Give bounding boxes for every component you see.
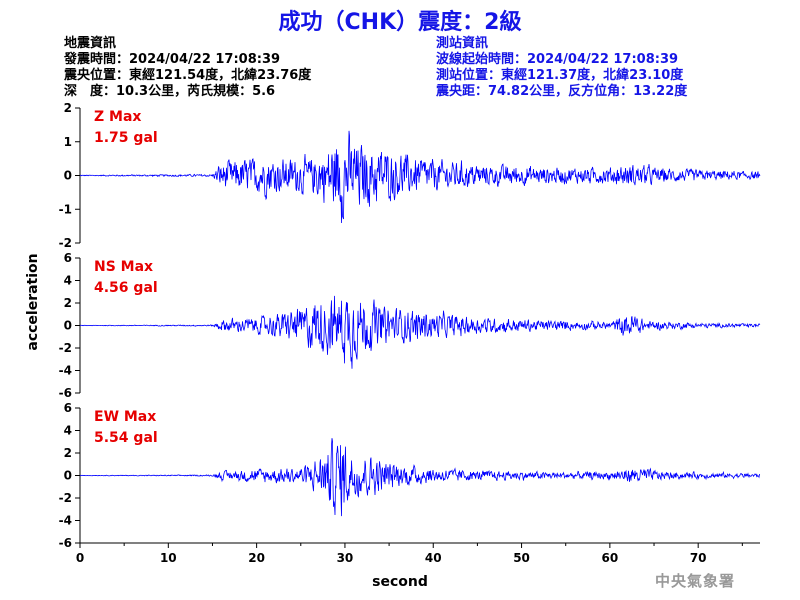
y-tick-label: 4: [64, 424, 72, 438]
station-info-heading: 測站資訊: [436, 36, 489, 51]
depth-magnitude: 深 度：10.3公里，芮氏規模：5.6: [64, 84, 276, 99]
x-axis-label: second: [372, 574, 428, 590]
y-tick-label: -2: [59, 491, 72, 505]
panel-max-value: 4.56 gal: [94, 280, 158, 296]
x-tick-label: 10: [160, 551, 177, 565]
panel-max-name: EW Max: [94, 409, 156, 425]
panel-z: -2 -1 0 1 2 Z Max 1.75 gal: [59, 101, 761, 250]
y-tick-label: -2: [59, 341, 72, 355]
y-tick-label: 2: [64, 446, 72, 460]
y-axis-label: acceleration: [25, 253, 41, 350]
y-tick-label: 2: [64, 296, 72, 310]
y-tick-label: -6: [59, 386, 72, 400]
waveform-trace: [79, 130, 761, 224]
origin-time: 發震時間：2024/04/22 17:08:39: [64, 52, 281, 67]
wave-start-time: 波線起始時間：2024/04/22 17:08:39: [436, 52, 679, 67]
panel-ew: -6 -4 -2 0 2 4 6 EW Max 5.54 gal: [59, 401, 761, 550]
y-tick-label: 6: [64, 251, 72, 265]
y-tick-label: 2: [64, 101, 72, 115]
x-tick-label: 30: [337, 551, 354, 565]
y-tick-label: 6: [64, 401, 72, 415]
panel-max-value: 5.54 gal: [94, 430, 158, 446]
chart-title: 成功（CHK）震度：2級: [278, 10, 522, 35]
panel-max-name: Z Max: [94, 109, 141, 125]
agency-name: 中央氣象署: [655, 572, 736, 590]
y-tick-label: 4: [64, 274, 72, 288]
x-axis: 0 10 20 30 40 50 60 70: [76, 542, 760, 565]
x-tick-label: 40: [425, 551, 442, 565]
quake-info: 地震資訊 發震時間：2024/04/22 17:08:39 震央位置：東經121…: [64, 36, 311, 100]
waveform-trace: [79, 438, 761, 517]
x-tick-label: 60: [602, 551, 619, 565]
panel-ns: -6 -4 -2 0 2 4 6 NS Max 4.56 gal: [59, 251, 761, 400]
y-tick-label: 1: [64, 135, 72, 149]
waveform-trace: [79, 295, 761, 369]
distance-azimuth: 震央距：74.82公里，反方位角：13.22度: [436, 84, 688, 99]
x-tick-label: 0: [76, 551, 84, 565]
y-tick-label: 0: [64, 319, 72, 333]
y-tick-label: -2: [59, 236, 72, 250]
y-tick-label: 0: [64, 469, 72, 483]
epicenter: 震央位置：東經121.54度，北緯23.76度: [64, 68, 312, 83]
quake-info-heading: 地震資訊: [64, 36, 117, 51]
x-tick-label: 50: [513, 551, 530, 565]
y-tick-label: 0: [64, 169, 72, 183]
y-tick-label: -1: [59, 202, 72, 216]
x-tick-label: 20: [248, 551, 265, 565]
station-info: 測站資訊 波線起始時間：2024/04/22 17:08:39 測站位置：東經1…: [436, 36, 687, 100]
x-tick-label: 70: [690, 551, 707, 565]
station-location: 測站位置：東經121.37度，北緯23.10度: [436, 68, 684, 83]
panel-max-name: NS Max: [94, 259, 153, 275]
panel-max-value: 1.75 gal: [94, 130, 158, 146]
y-tick-label: -4: [59, 514, 72, 528]
y-tick-label: -6: [59, 536, 72, 550]
y-tick-label: -4: [59, 364, 72, 378]
